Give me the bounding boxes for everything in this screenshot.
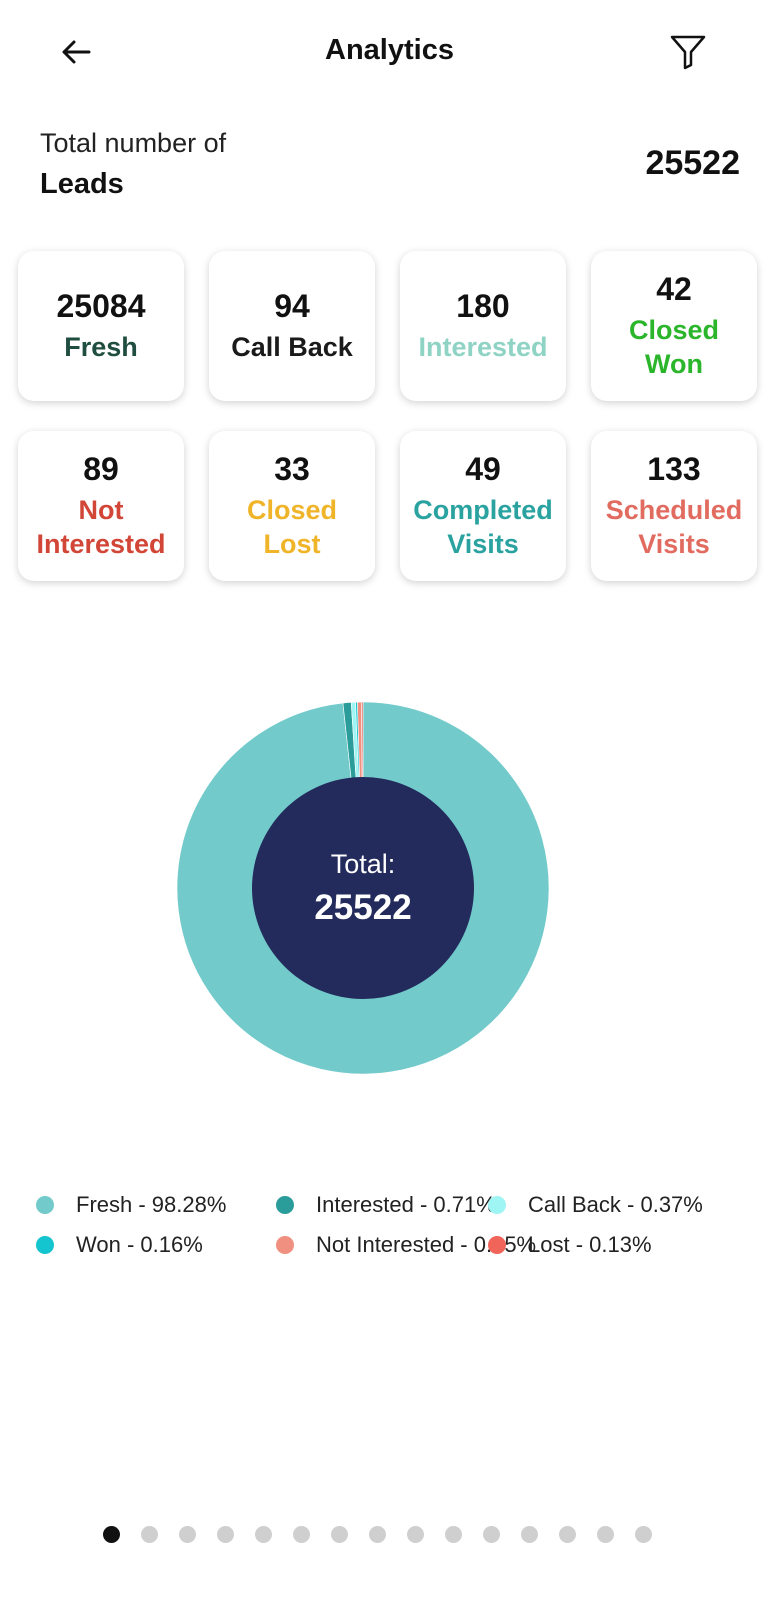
legend-item-won: Won - 0.16% <box>36 1232 276 1257</box>
legend-dot <box>488 1236 506 1254</box>
card-interested[interactable]: 180 Interested <box>400 251 566 401</box>
app-header: Analytics <box>0 0 779 106</box>
total-leads-value: 25522 <box>645 144 740 182</box>
pager-dot[interactable] <box>141 1526 158 1543</box>
pager-dot[interactable] <box>255 1526 272 1543</box>
legend-text: Fresh - 98.28% <box>76 1192 227 1217</box>
legend-item-interested: Interested - 0.71% <box>276 1192 496 1217</box>
pager-dot[interactable] <box>103 1526 120 1543</box>
total-leads-caption: Total number of <box>40 128 227 158</box>
card-value: 42 <box>656 271 692 308</box>
card-value: 94 <box>274 287 310 324</box>
pager-dot[interactable] <box>179 1526 196 1543</box>
card-scheduled-visits[interactable]: 133 Scheduled Visits <box>591 431 757 581</box>
card-label: Closed Won <box>628 315 720 380</box>
pager-dot[interactable] <box>445 1526 462 1543</box>
legend-dot <box>276 1236 294 1254</box>
legend-text: Interested - 0.71% <box>316 1192 496 1217</box>
legend-text: Call Back - 0.37% <box>528 1192 703 1217</box>
card-label: Interested <box>418 332 548 363</box>
card-label: Not Interested <box>36 495 166 560</box>
card-fresh[interactable]: 25084 Fresh <box>18 251 184 401</box>
status-cards-grid: 25084 Fresh 94 Call Back 180 Interested … <box>18 251 762 581</box>
total-leads-summary: Total number of Leads 25522 <box>40 124 740 214</box>
card-label: Closed Lost <box>246 495 338 560</box>
card-completed-visits[interactable]: 49 Completed Visits <box>400 431 566 581</box>
legend-text: Lost - 0.13% <box>528 1232 652 1257</box>
card-value: 33 <box>274 451 310 488</box>
legend-dot <box>276 1196 294 1214</box>
page-title: Analytics <box>325 34 454 66</box>
pager-dot[interactable] <box>369 1526 386 1543</box>
donut-chart-svg <box>176 701 550 1075</box>
total-leads-label: Leads <box>40 168 124 200</box>
card-value: 133 <box>647 451 701 488</box>
card-label: Scheduled Visits <box>605 495 743 560</box>
card-value: 89 <box>83 451 119 488</box>
card-label: Completed Visits <box>413 495 553 560</box>
pager-dot[interactable] <box>217 1526 234 1543</box>
back-button[interactable] <box>54 30 98 74</box>
legend-dot <box>488 1196 506 1214</box>
page-indicator <box>103 1526 652 1543</box>
arrow-left-icon <box>62 40 91 64</box>
legend-item-call-back: Call Back - 0.37% <box>488 1192 718 1217</box>
legend-dot <box>36 1236 54 1254</box>
card-value: 49 <box>465 451 501 488</box>
pager-dot[interactable] <box>559 1526 576 1543</box>
card-value: 180 <box>456 287 510 324</box>
chart-legend: Fresh - 98.28% Interested - 0.71% Call B… <box>36 1192 736 1257</box>
donut-hole <box>252 777 474 999</box>
pager-dot[interactable] <box>331 1526 348 1543</box>
pager-dot[interactable] <box>293 1526 310 1543</box>
pager-dot[interactable] <box>407 1526 424 1543</box>
card-label: Fresh <box>64 332 138 363</box>
card-not-interested[interactable]: 89 Not Interested <box>18 431 184 581</box>
leads-donut-chart: Total: 25522 <box>175 700 551 1076</box>
pager-dot[interactable] <box>483 1526 500 1543</box>
card-closed-won[interactable]: 42 Closed Won <box>591 251 757 401</box>
legend-item-fresh: Fresh - 98.28% <box>36 1192 276 1217</box>
card-value: 25084 <box>56 287 146 324</box>
card-closed-lost[interactable]: 33 Closed Lost <box>209 431 375 581</box>
pager-dot[interactable] <box>597 1526 614 1543</box>
legend-item-lost: Lost - 0.13% <box>488 1232 718 1257</box>
pager-dot[interactable] <box>521 1526 538 1543</box>
pager-dot[interactable] <box>635 1526 652 1543</box>
legend-text: Won - 0.16% <box>76 1232 203 1257</box>
legend-dot <box>36 1196 54 1214</box>
card-label: Call Back <box>231 332 353 363</box>
filter-button[interactable] <box>664 28 712 76</box>
filter-icon <box>670 35 706 70</box>
card-call-back[interactable]: 94 Call Back <box>209 251 375 401</box>
legend-item-not-interested: Not Interested - 0.35% <box>276 1232 536 1257</box>
